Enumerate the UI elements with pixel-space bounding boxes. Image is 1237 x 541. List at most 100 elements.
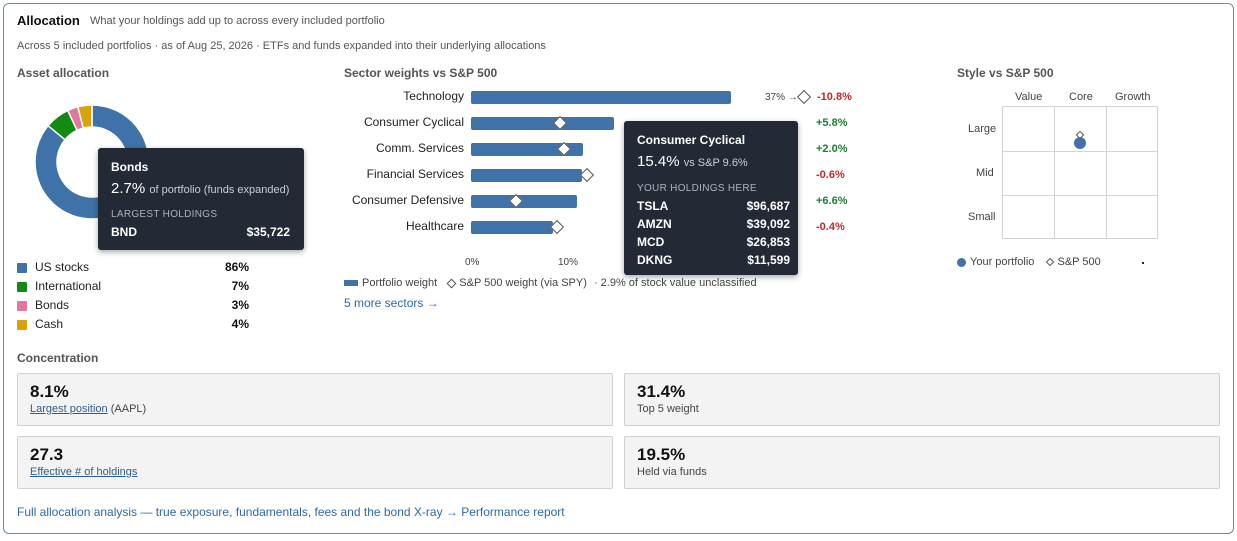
allocation-card: Allocation What your holdings add up to … [3,3,1234,534]
held-via-funds-label: Held via funds [637,466,707,478]
style-legend-sp: S&P 500 [1057,256,1101,268]
style-grid-divider [1003,151,1157,152]
legend-label: US stocks [35,260,90,274]
sector-delta: +5.8% [816,117,848,129]
legend-swatch [17,282,27,292]
tooltip-row-amount: $26,853 [746,235,790,249]
tooltip-value-note: of portfolio (funds expanded) [149,184,290,196]
sector-label: Consumer Defensive [351,193,464,207]
tooltip-amount: $35,722 [246,225,290,239]
tooltip-ticker: BND [111,225,137,239]
sector-tooltip-caption: YOUR HOLDINGS HERE [637,183,757,194]
axis-tick-10: 10% [558,257,579,268]
axis-tick-0: 0% [465,257,480,268]
effective-holdings-value: 27.3 [30,445,64,464]
sector-tooltip-value: 15.4% vs S&P 9.6% [637,153,748,170]
style-col-core: Core [1069,91,1093,103]
style-row-small: Small [968,211,996,223]
sector-heading: Sector weights vs S&P 500 [344,66,498,80]
largest-position-value: 8.1% [30,382,69,401]
sp-legend-label: S&P 500 weight (via SPY) [459,277,587,289]
top5-value: 31.4% [637,382,686,401]
sector-tooltip: Consumer Cyclical 15.4% vs S&P 9.6% YOUR… [624,121,798,275]
portfolio-legend-label: Portfolio weight [362,277,438,289]
legend-label: International [35,279,102,293]
sector-legend: Portfolio weight S&P 500 weight (via SPY… [344,277,757,289]
card-subtitle: What your holdings add up to across ever… [90,15,385,27]
tooltip-value-number: 2.7% [111,180,146,197]
sector-bar[interactable] [471,195,578,208]
sector-tooltip-title: Consumer Cyclical [637,133,746,147]
sector-bar[interactable] [471,169,582,182]
asset-legend-row: International 7% [17,279,249,295]
asset-legend-row: US stocks 86% [17,260,249,276]
legend-swatch [17,320,27,330]
legend-swatch [17,263,27,273]
sector-bar[interactable] [471,91,731,104]
bonds-tooltip: Bonds 2.7% of portfolio (funds expanded)… [98,148,304,250]
tooltip-title: Bonds [111,160,149,174]
portfolio-style-marker [1074,137,1086,149]
legend-label: Cash [35,317,64,331]
sp-weight-diamond [580,167,595,183]
legend-percent: 86% [224,260,249,274]
overflow-label: 37% → [765,92,798,103]
asset-allocation-heading: Asset allocation [17,66,110,80]
tooltip-row-amount: $39,092 [746,217,790,231]
style-grid [1002,106,1158,239]
sector-delta: -10.8% [817,91,852,103]
asset-legend-row: Bonds 3% [17,298,249,314]
asset-legend-row: Cash 4% [17,317,249,333]
sector-tooltip-value-number: 15.4% [637,153,680,170]
style-grid-divider [1106,107,1107,238]
donut-slice-cash[interactable] [76,104,93,130]
sector-label: Technology [403,89,464,103]
sector-bar[interactable] [471,117,615,130]
concentration-heading: Concentration [17,351,99,365]
effective-holdings-label: Effective # of holdings [30,466,137,478]
sector-delta: -0.6% [816,169,845,181]
concentration-card-largest: 8.1% Largest position (AAPL) [17,373,613,426]
tooltip-row-ticker: DKNG [637,253,673,267]
sp-diamond-icon [1046,257,1055,267]
legend-swatch [17,301,27,311]
sp-legend-diamond-icon [446,278,457,289]
more-sectors-link[interactable]: 5 more sectors → [344,296,439,310]
portfolio-legend-swatch [344,280,358,287]
tooltip-caption: LARGEST HOLDINGS [111,209,218,220]
card-title: Allocation [17,13,80,28]
sector-delta: -0.4% [816,221,845,233]
largest-position-label: Largest position (AAPL) [30,403,146,415]
portfolio-dot-icon [957,257,966,267]
style-row-mid: Mid [976,167,994,179]
sector-label: Consumer Cyclical [363,115,464,129]
tooltip-row-amount: $96,687 [746,199,790,213]
sector-delta: +6.6% [816,195,848,207]
legend-percent: 4% [231,317,249,331]
sector-labels: Technology Consumer Cyclical Comm. Service… [334,4,464,541]
style-grid-divider [1054,107,1055,238]
tooltip-row-ticker: AMZN [637,217,672,231]
sector-bar[interactable] [471,221,553,234]
dot-marker [1142,262,1144,264]
sector-label: Financial Services [366,167,464,181]
full-analysis-link[interactable]: Full allocation analysis — true exposure… [17,505,565,519]
legend-label: Bonds [35,298,70,312]
sector-label: Healthcare [405,219,464,233]
concentration-card-funds: 19.5% Held via funds [624,436,1220,489]
largest-position-suffix: (AAPL) [107,403,147,415]
tooltip-row-ticker: TSLA [637,199,669,213]
concentration-card-top5: 31.4% Top 5 weight [624,373,1220,426]
largest-position-link[interactable]: Largest position [30,403,108,415]
unclassified-note: · 2.9% of stock value unclassified [593,277,757,289]
top5-label: Top 5 weight [637,403,699,415]
effective-holdings-link[interactable]: Effective # of holdings [30,466,138,478]
style-col-value: Value [1015,91,1043,103]
legend-percent: 3% [231,298,249,312]
card-meta: Across 5 included portfolios · as of Aug… [17,40,546,52]
style-grid-divider [1003,195,1157,196]
sector-label: Comm. Services [375,141,464,155]
sector-bar[interactable] [471,143,583,156]
sector-tooltip-value-note: vs S&P 9.6% [683,157,748,169]
style-legend-portfolio: Your portfolio [970,256,1035,268]
